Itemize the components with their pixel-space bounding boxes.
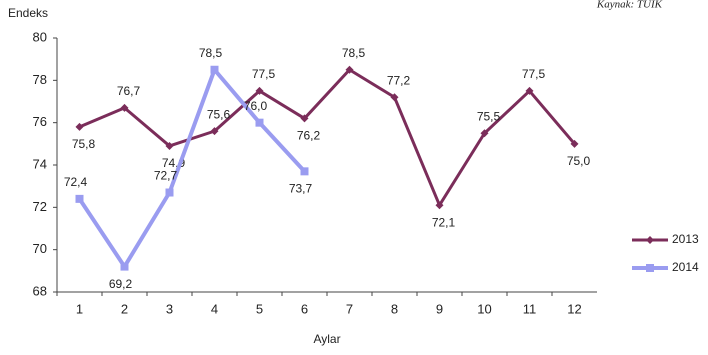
y-tick-label: 78 bbox=[33, 72, 47, 87]
marker bbox=[345, 65, 354, 74]
marker bbox=[210, 127, 219, 136]
x-tick-label: 3 bbox=[166, 301, 173, 316]
marker bbox=[646, 264, 654, 272]
marker bbox=[120, 262, 129, 271]
marker bbox=[255, 118, 264, 127]
series-line bbox=[77, 67, 306, 269]
y-tick-label: 68 bbox=[33, 283, 47, 298]
value-label: 78,5 bbox=[342, 46, 366, 60]
x-tick-label: 11 bbox=[523, 301, 537, 316]
legend-label: 2013 bbox=[672, 232, 699, 246]
source: Kaynak: TÜİK bbox=[596, 0, 663, 11]
value-label: 72,1 bbox=[432, 215, 456, 229]
y-axis-title: Endeks bbox=[8, 6, 48, 20]
y-tick-label: 80 bbox=[33, 29, 47, 44]
marker bbox=[210, 65, 219, 74]
series-line bbox=[78, 68, 576, 207]
value-label: 77,2 bbox=[387, 73, 411, 87]
value-label: 69,2 bbox=[109, 277, 133, 291]
y-tick-label: 74 bbox=[33, 156, 47, 171]
y-tick-label: 72 bbox=[33, 199, 47, 214]
value-label: 77,5 bbox=[252, 67, 276, 81]
value-label: 72,7 bbox=[154, 169, 178, 183]
marker bbox=[165, 141, 174, 150]
marker bbox=[435, 201, 444, 210]
value-label: 75,8 bbox=[72, 137, 96, 151]
value-label: 78,5 bbox=[199, 46, 223, 60]
marker bbox=[525, 86, 534, 95]
marker bbox=[570, 139, 579, 148]
marker bbox=[300, 114, 309, 123]
x-tick-label: 2 bbox=[121, 301, 128, 316]
value-label: 75,5 bbox=[477, 109, 501, 123]
y-tick-label: 76 bbox=[33, 114, 47, 129]
x-tick-label: 1 bbox=[76, 301, 83, 316]
x-tick-label: 7 bbox=[346, 301, 353, 316]
x-tick-label: 6 bbox=[301, 301, 308, 316]
x-axis-title: Aylar bbox=[313, 332, 340, 346]
marker bbox=[646, 236, 654, 244]
value-label: 75,0 bbox=[567, 154, 591, 168]
x-tick-label: 12 bbox=[567, 301, 581, 316]
x-tick-label: 8 bbox=[391, 301, 398, 316]
marker bbox=[390, 93, 399, 102]
value-label: 77,5 bbox=[522, 67, 546, 81]
x-tick-label: 5 bbox=[256, 301, 263, 316]
value-label: 75,6 bbox=[207, 107, 231, 121]
marker bbox=[480, 129, 489, 138]
value-label: 76,0 bbox=[244, 99, 268, 113]
value-label: 76,2 bbox=[297, 129, 321, 143]
marker bbox=[75, 194, 84, 203]
x-tick-label: 4 bbox=[211, 301, 218, 316]
x-tick-label: 10 bbox=[477, 301, 491, 316]
value-label: 76,7 bbox=[117, 84, 141, 98]
marker bbox=[120, 103, 129, 112]
x-tick-label: 9 bbox=[436, 301, 443, 316]
marker bbox=[255, 86, 264, 95]
value-label: 73,7 bbox=[289, 182, 313, 196]
legend-label: 2014 bbox=[672, 260, 699, 274]
marker bbox=[75, 122, 84, 131]
marker bbox=[165, 188, 174, 197]
value-label: 72,4 bbox=[64, 175, 88, 189]
marker bbox=[300, 167, 309, 176]
y-tick-label: 70 bbox=[33, 241, 47, 256]
